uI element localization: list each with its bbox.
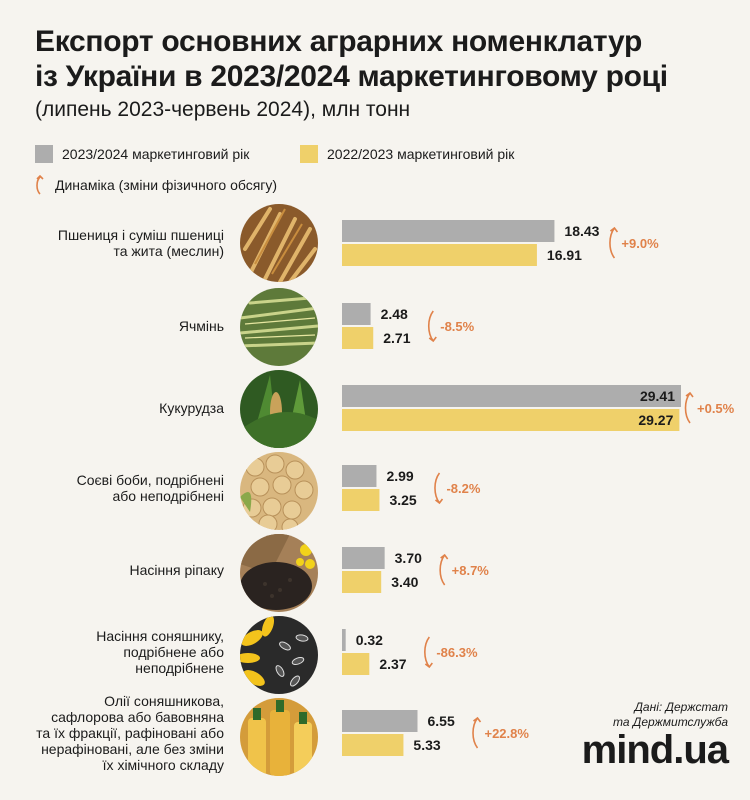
category-label-line: Олії соняшникова, xyxy=(104,693,224,709)
category-label-line: Соєві боби, подрібнені xyxy=(76,472,224,488)
legend-label-prev: 2022/2023 маркетинговий рік xyxy=(327,146,515,162)
soybean-photo xyxy=(240,452,318,530)
bar-value-label: 2.48 xyxy=(381,306,408,322)
wheat-photo xyxy=(240,204,318,282)
bar-2022-2023 xyxy=(342,489,380,511)
up-arrow-icon xyxy=(684,391,694,424)
dynamics-label: +8.7% xyxy=(452,563,490,578)
bar-value-label: 3.70 xyxy=(395,550,422,566)
legend-item-current: 2023/2024 маркетинговий рік xyxy=(35,142,249,166)
legend-label-current: 2023/2024 маркетинговий рік xyxy=(62,146,250,162)
category-label-line: або неподрібнені xyxy=(112,488,224,504)
legend-item-dynamics: Динаміка (зміни фізичного обсягу) xyxy=(35,174,277,196)
bar-value-label: 29.27 xyxy=(638,412,673,428)
bar-2022-2023 xyxy=(342,327,374,349)
category-label: Насіння ріпаку xyxy=(10,562,225,578)
legend-swatch-prev xyxy=(300,145,318,163)
dynamics-label: -86.3% xyxy=(436,645,478,660)
bar-value-label: 6.55 xyxy=(427,713,454,729)
category-label: Соєві боби, подрібнені або неподрібнені xyxy=(10,472,224,504)
legend-label-dynamics: Динаміка (зміни фізичного обсягу) xyxy=(55,177,278,193)
data-source: Дані: Держстат та Держмитслужба xyxy=(613,700,728,730)
rapeseed-photo xyxy=(240,534,318,612)
down-arrow-icon xyxy=(427,310,437,343)
bar-2023-2024 xyxy=(342,465,377,487)
category-label: Олії соняшникова, сафлорова або бавовняна… xyxy=(10,693,224,773)
category-label-line: Кукурудза xyxy=(159,400,224,416)
dynamics-label: -8.5% xyxy=(440,319,474,334)
bar-2022-2023 xyxy=(342,734,404,756)
oil-photo xyxy=(240,698,318,776)
chart-subtitle: (липень 2023-червень 2024), млн тонн xyxy=(35,98,411,121)
dynamics-label: +9.0% xyxy=(621,236,659,251)
dynamics-arrow-icon xyxy=(36,175,44,195)
legend-swatch-current xyxy=(35,145,53,163)
bar-2023-2024 xyxy=(342,220,555,242)
title-line-1: Експорт основних аграрних номенклатур xyxy=(35,25,643,58)
bar-2022-2023 xyxy=(342,409,680,431)
bar-value-label: 3.25 xyxy=(389,492,416,508)
category-label-line: Насіння ріпаку xyxy=(129,562,225,578)
bar-value-label: 2.99 xyxy=(386,468,413,484)
category-label: Кукурудза xyxy=(10,400,224,416)
category-label-line: неподрібнене xyxy=(135,660,224,676)
corn-photo xyxy=(240,370,318,448)
category-label-line: Пшениця і суміш пшениці xyxy=(57,227,224,243)
bar-value-label: 29.41 xyxy=(640,388,675,404)
bar-2022-2023 xyxy=(342,653,370,675)
up-arrow-icon xyxy=(472,716,482,749)
chart-title: Експорт основних аграрних номенклатур із… xyxy=(35,24,735,94)
dynamics-label: +0.5% xyxy=(697,401,735,416)
category-label-line: сафлорова або бавовняна xyxy=(51,709,224,725)
down-arrow-icon xyxy=(434,472,444,505)
bar-value-label: 5.33 xyxy=(413,737,440,753)
category-label-line: Ячмінь xyxy=(178,318,224,334)
dynamics-label: +22.8% xyxy=(484,726,529,741)
category-label: Ячмінь xyxy=(10,318,224,334)
category-label-line: та жита (меслин) xyxy=(113,243,224,259)
mind-logo: mind.ua xyxy=(581,728,729,772)
bar-2023-2024 xyxy=(342,629,346,651)
source-line-1: Дані: Держстат xyxy=(634,700,728,714)
category-label-line: нерафіновані, але без зміни xyxy=(41,741,224,757)
bar-value-label: 3.40 xyxy=(391,574,418,590)
category-label: Насіння соняшнику, подрібнене або неподріб… xyxy=(10,628,224,676)
category-label-line: та їх фракції, рафіновані або xyxy=(36,725,224,741)
up-arrow-icon xyxy=(439,553,449,586)
bar-2023-2024 xyxy=(342,710,418,732)
legend-item-prev: 2022/2023 маркетинговий рік xyxy=(300,142,514,166)
barley-photo xyxy=(240,288,318,366)
bar-2023-2024 xyxy=(342,547,385,569)
source-line-2: та Держмитслужба xyxy=(613,715,728,729)
category-label-line: Насіння соняшнику, xyxy=(96,628,224,644)
bar-value-label: 2.71 xyxy=(383,330,410,346)
category-label-line: їх хімічного складу xyxy=(102,757,224,773)
bar-2023-2024 xyxy=(342,385,681,407)
bar-value-label: 18.43 xyxy=(564,223,599,239)
down-arrow-icon xyxy=(424,636,433,669)
up-arrow-icon xyxy=(609,226,619,259)
bar-value-label: 0.32 xyxy=(356,632,383,648)
sunflower-seed-photo xyxy=(240,616,318,694)
bar-value-label: 2.37 xyxy=(379,656,406,672)
bar-2022-2023 xyxy=(342,571,382,593)
bar-2023-2024 xyxy=(342,303,371,325)
title-line-2: із України в 2023/2024 маркетинговому ро… xyxy=(35,60,668,93)
category-label-line: подрібнене або xyxy=(123,644,224,660)
bar-2022-2023 xyxy=(342,244,537,266)
category-label: Пшениця і суміш пшениці та жита (меслин) xyxy=(10,227,224,259)
bar-value-label: 16.91 xyxy=(547,247,582,263)
dynamics-label: -8.2% xyxy=(446,481,480,496)
